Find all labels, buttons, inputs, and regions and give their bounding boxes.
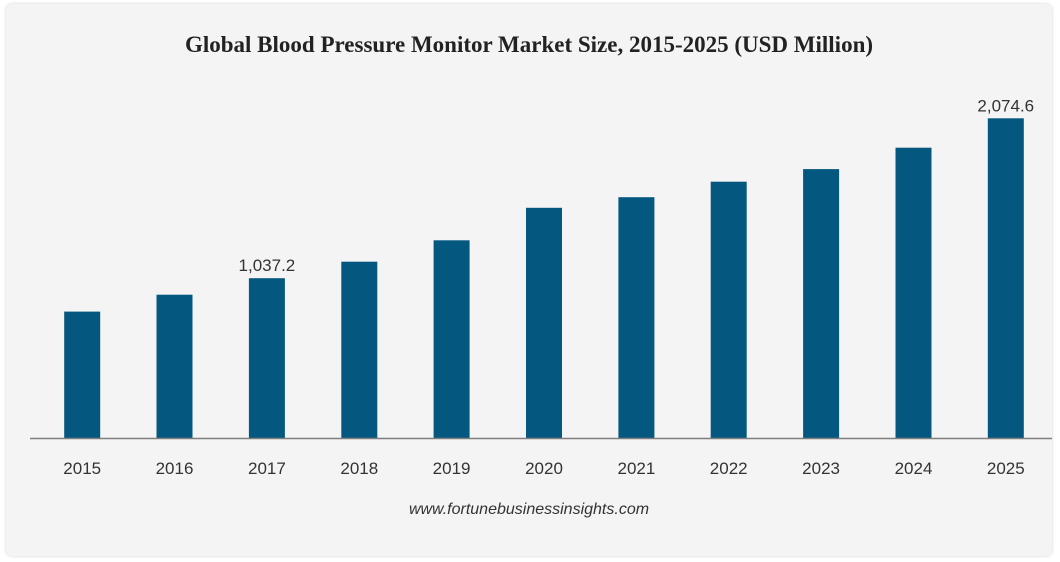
bar-2018 xyxy=(341,261,378,438)
x-tick-label-2015: 2015 xyxy=(63,459,101,478)
bar-2015 xyxy=(64,311,101,438)
data-label-2025: 2,074.6 xyxy=(977,96,1034,115)
x-tick-label-2018: 2018 xyxy=(340,459,378,478)
chart-title: Global Blood Pressure Monitor Market Siz… xyxy=(184,32,874,57)
bar-2019 xyxy=(433,240,470,438)
x-tick-label-2022: 2022 xyxy=(710,459,748,478)
x-tick-label-2023: 2023 xyxy=(802,459,840,478)
x-tick-label-2020: 2020 xyxy=(525,459,563,478)
bar-2020 xyxy=(526,207,562,438)
bar-2022 xyxy=(710,181,747,438)
x-tick-label-2019: 2019 xyxy=(433,459,471,478)
bar-2024 xyxy=(895,147,932,438)
x-tick-label-2017: 2017 xyxy=(248,459,286,478)
bar-2025 xyxy=(987,118,1024,439)
bar-2017 xyxy=(248,278,285,438)
bar-series xyxy=(64,118,1024,439)
x-tick-label-2024: 2024 xyxy=(895,459,933,478)
data-labels: 1,037.2 2,074.6 xyxy=(239,96,1035,275)
x-tick-label-2021: 2021 xyxy=(617,459,655,478)
bar-2023 xyxy=(803,169,840,438)
data-label-2017: 1,037.2 xyxy=(239,256,296,275)
source-url: www.fortunebusinessinsights.com xyxy=(408,501,650,518)
x-tick-label-2016: 2016 xyxy=(156,459,194,478)
x-axis-tick-labels: 2015 2016 2017 2018 2019 2020 2021 2022 2023 2024… xyxy=(63,459,1024,478)
chart-card: Global Blood Pressure Monitor Market Siz… xyxy=(6,4,1052,556)
bar-2016 xyxy=(156,294,193,438)
bar-chart: 1,037.22,074.6 2015 2016 2017 2018 2019 2020 2… xyxy=(30,96,1052,478)
x-tick-label-2025: 2025 xyxy=(987,459,1025,478)
bar-2021 xyxy=(618,197,655,438)
